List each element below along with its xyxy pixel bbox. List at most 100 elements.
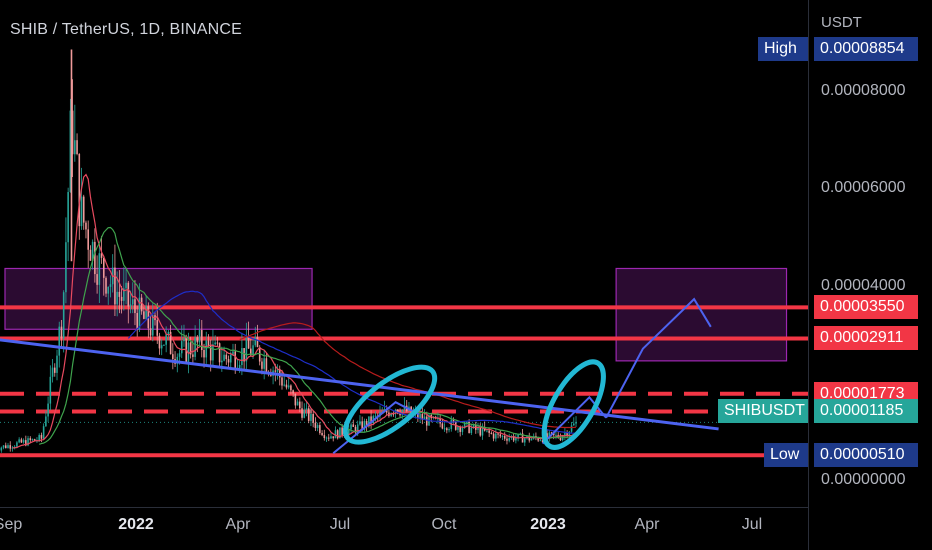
candle-body — [196, 337, 199, 343]
candle-body — [310, 413, 312, 421]
candle-body — [38, 435, 40, 441]
candle-body — [87, 229, 89, 250]
candle-body — [158, 335, 161, 349]
candle-body — [198, 330, 201, 343]
candle-body — [332, 436, 335, 439]
candle-body — [118, 291, 121, 297]
candle-body — [508, 437, 510, 441]
candle-body — [452, 419, 455, 422]
price-axis-label: 0.00006000 — [821, 179, 906, 197]
candle-body — [490, 432, 493, 434]
candle-body — [419, 413, 421, 419]
candle-body — [274, 370, 277, 372]
candle-body — [167, 331, 170, 335]
candle-body — [559, 437, 562, 441]
time-axis-label: 2022 — [118, 516, 154, 533]
candle-body — [261, 361, 263, 369]
candle-body — [390, 413, 392, 417]
candle-body — [160, 345, 163, 349]
candle-body — [212, 344, 214, 361]
candle-body — [13, 446, 16, 448]
candle-body — [423, 416, 426, 420]
candle-body — [225, 354, 228, 360]
candle-body — [250, 348, 252, 356]
candle-body — [523, 438, 526, 443]
candle-body — [290, 385, 292, 391]
candle-body — [327, 437, 330, 439]
candle-body — [143, 311, 145, 319]
candle-body — [256, 337, 259, 348]
candle-body — [29, 438, 32, 441]
candle-body — [399, 413, 401, 416]
candle-body — [341, 427, 343, 435]
candle-body — [123, 288, 125, 301]
candle-body — [129, 304, 132, 307]
time-axis-label: Jul — [329, 516, 351, 533]
candle-body — [287, 385, 290, 388]
candle-body — [263, 358, 265, 369]
candle-body — [339, 427, 341, 439]
candle-body — [537, 437, 539, 441]
candle-body — [85, 222, 87, 230]
candle-body — [497, 433, 499, 435]
candle-body — [361, 421, 363, 430]
candle-body — [145, 306, 147, 319]
candle-body — [138, 297, 141, 330]
candle-body — [481, 427, 484, 436]
candle-body — [149, 328, 152, 336]
candle-body — [316, 425, 319, 428]
candle-body — [437, 418, 439, 420]
time-axis-label: 2023 — [530, 516, 566, 533]
candle-body — [350, 424, 352, 430]
candle-body — [506, 438, 508, 441]
candle-body — [67, 192, 69, 243]
moving-average-mid — [39, 226, 577, 445]
candle-body — [463, 422, 466, 429]
candle-body — [265, 358, 268, 373]
currency-label: USDT — [821, 14, 862, 31]
time-axis-label: Apr — [634, 516, 660, 533]
candle-body — [245, 337, 248, 362]
moving-average-slow — [127, 290, 576, 434]
candle-body — [80, 196, 83, 227]
candle-body — [561, 435, 564, 441]
candle-body — [100, 253, 103, 258]
candle-body — [566, 432, 568, 437]
candle-body — [552, 433, 555, 436]
candle-body — [209, 345, 212, 361]
candle-body — [292, 390, 294, 394]
candle-body — [221, 360, 223, 363]
candle-body — [62, 292, 65, 339]
candle-body — [515, 437, 517, 441]
candle-body — [232, 351, 234, 355]
candle-body — [25, 440, 27, 446]
candle-body — [194, 337, 196, 357]
candle-body — [459, 426, 461, 432]
candle-body — [470, 427, 473, 434]
candle-body — [564, 432, 566, 436]
candle-body — [4, 445, 7, 449]
candle-body — [323, 435, 326, 439]
candle-body — [477, 427, 479, 430]
moving-average-long — [239, 322, 577, 429]
candle-body — [392, 413, 395, 415]
candle-body — [492, 433, 495, 439]
candle-body — [385, 409, 388, 413]
candle-body — [53, 367, 56, 373]
candle-body — [312, 413, 314, 423]
candle-body — [120, 296, 123, 301]
candle-body — [165, 334, 167, 345]
highlight-circle-1 — [342, 364, 438, 445]
candle-body — [254, 337, 257, 346]
candle-body — [71, 110, 74, 155]
candle-body — [555, 434, 557, 436]
candle-body — [0, 447, 3, 451]
candle-body — [488, 430, 490, 433]
pattern-sketch-1 — [332, 401, 420, 455]
candle-body — [42, 426, 45, 439]
candle-body — [443, 428, 446, 430]
candle-body — [301, 408, 303, 418]
candle-body — [214, 342, 216, 345]
